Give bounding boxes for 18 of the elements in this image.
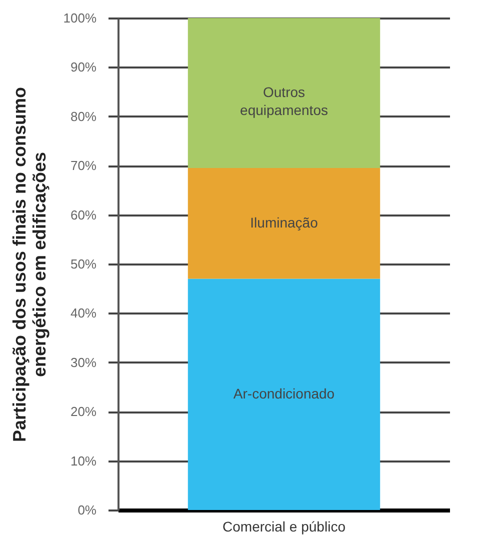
y-tick-label: 0% — [78, 502, 97, 518]
y-tick-label: 50% — [70, 256, 97, 272]
y-tick-label: 20% — [70, 404, 97, 420]
y-tick-label: 60% — [70, 207, 97, 222]
series-label: Iluminação — [250, 214, 318, 230]
series-label: Outros equipamentos — [240, 84, 328, 118]
y-tick-label: 90% — [70, 60, 97, 75]
bar — [188, 168, 380, 279]
y-tick-label: 30% — [70, 354, 97, 370]
y-axis-title: Participação dos usos finais no consumo energético em edificações — [9, 86, 50, 442]
y-tick-label: 40% — [70, 306, 97, 321]
y-tick-label: 100% — [63, 10, 97, 26]
y-tick-label: 10% — [70, 453, 97, 468]
y-tick-label: 80% — [70, 108, 97, 124]
series-label: Ar-condicionado — [233, 385, 335, 402]
y-tick-label: 70% — [70, 158, 97, 174]
x-tick-label: Comercial e público — [222, 518, 346, 534]
bar — [188, 18, 380, 168]
